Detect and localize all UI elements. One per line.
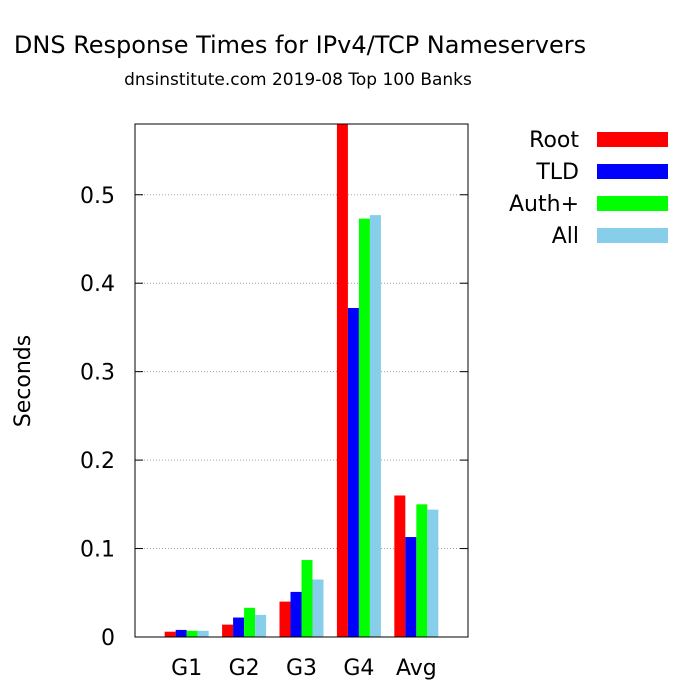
bar-all-g2 (255, 614, 267, 637)
bar-auth-g2 (244, 607, 256, 637)
bar-tld-g4 (347, 307, 359, 637)
legend: Root TLD Auth+ All (509, 128, 668, 249)
bar-all-avg (427, 509, 439, 637)
chart-subtitle: dnsinstitute.com 2019-08 Top 100 Banks (124, 70, 472, 90)
y-axis-ticks: 0 0.1 0.2 0.3 0.4 0.5 (80, 184, 468, 651)
y-tick-label: 0.3 (80, 361, 115, 386)
bar-auth-g1 (186, 630, 198, 637)
y-tick-label: 0.2 (80, 449, 115, 474)
gridlines (135, 194, 468, 550)
bar-tld-g3 (290, 591, 302, 637)
x-tick-label: G2 (229, 656, 260, 681)
x-tick-label: G3 (286, 656, 317, 681)
legend-swatch (597, 228, 668, 243)
bar-auth-avg (416, 504, 428, 637)
bar-auth-g3 (301, 560, 313, 637)
x-tick-label: Avg (396, 656, 437, 681)
bar-root-g4 (336, 124, 348, 637)
bar-tld-g2 (233, 617, 245, 637)
bar-root-avg (394, 495, 406, 637)
legend-label: Auth+ (509, 192, 579, 217)
x-tick-label: G4 (343, 656, 374, 681)
bars (164, 124, 439, 637)
legend-label: Root (529, 128, 579, 153)
y-tick-label: 0.5 (80, 184, 115, 209)
bar-tld-avg (405, 537, 417, 637)
bar-root-g2 (222, 624, 234, 637)
plot-frame (134, 123, 469, 638)
bar-tld-g1 (175, 629, 187, 637)
x-axis-ticks: G1 G2 G3 G4 Avg (171, 656, 437, 681)
legend-swatch (597, 196, 668, 211)
y-tick-label: 0 (101, 626, 115, 651)
legend-swatch (597, 164, 668, 179)
bar-auth-g4 (358, 218, 370, 637)
bar-all-g4 (369, 215, 381, 637)
y-tick-label: 0.4 (80, 272, 115, 297)
y-tick-label: 0.1 (80, 538, 115, 563)
bar-root-g3 (279, 601, 291, 637)
bar-root-g1 (164, 631, 176, 637)
chart-title: DNS Response Times for IPv4/TCP Nameserv… (14, 31, 586, 59)
bar-all-g1 (197, 630, 209, 637)
legend-swatch (597, 132, 668, 147)
x-tick-label: G1 (171, 656, 202, 681)
legend-label: All (552, 224, 579, 249)
bar-all-g3 (312, 579, 324, 637)
y-axis-label: Seconds (11, 335, 36, 427)
legend-label: TLD (535, 160, 579, 185)
